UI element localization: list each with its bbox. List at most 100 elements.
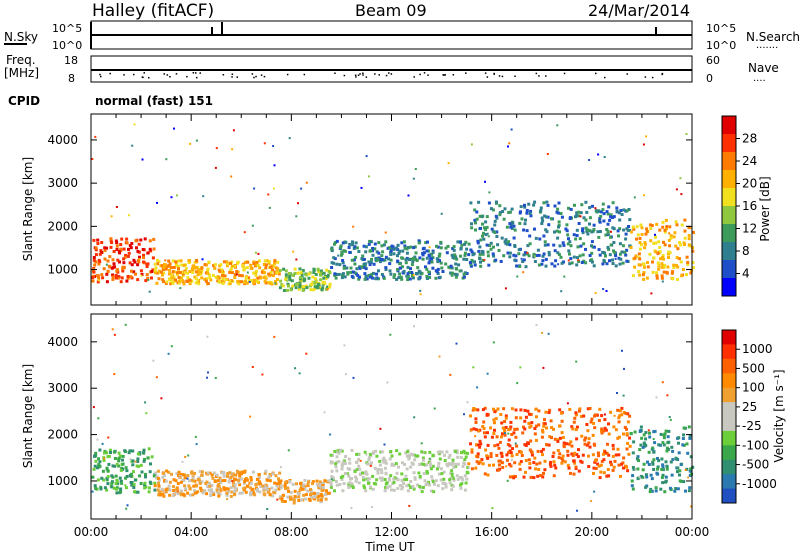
power-echo-cell: [187, 259, 191, 263]
velocity-echo-cell: [261, 373, 264, 376]
power-echo-cell: [569, 257, 573, 261]
velocity-echo-cell: [248, 486, 252, 490]
velocity-echo-cell: [639, 474, 643, 478]
velocity-echo-cell: [318, 480, 322, 484]
power-echo-cell: [333, 257, 337, 261]
velocity-echo-cell: [587, 441, 591, 445]
power-echo-cell: [558, 230, 561, 234]
velocity-echo-cell: [157, 478, 161, 482]
power-echo-cell: [669, 234, 673, 238]
power-echo-cell: [479, 238, 483, 242]
velocity-echo-cell: [232, 477, 236, 481]
power-echo-cell: [484, 228, 488, 232]
velocity-echo-cell: [665, 467, 669, 471]
velocity-echo-cell: [143, 483, 147, 487]
power-echo-cell: [642, 277, 646, 281]
velocity-echo-cell: [514, 408, 518, 412]
velocity-echo-cell: [682, 426, 686, 430]
velocity-echo-cell: [514, 435, 518, 439]
power-echo-cell: [526, 251, 529, 254]
power-echo-cell: [553, 249, 557, 253]
velocity-echo-cell: [647, 450, 651, 454]
power-echo-cell: [213, 263, 217, 267]
velocity-echo-cell: [530, 450, 533, 454]
velocity-echo-cell: [281, 493, 285, 497]
velocity-echo-cell: [311, 482, 314, 486]
velocity-echo-cell: [679, 463, 683, 467]
power-echo-cell: [660, 276, 664, 280]
velocity-echo-cell: [332, 478, 335, 482]
velocity-echo-cell: [93, 464, 97, 468]
power-echo-cell: [133, 123, 136, 126]
velocity-echo-cell: [626, 412, 630, 416]
power-echo-cell: [109, 237, 113, 241]
velocity-echo-cell: [530, 453, 534, 457]
power-echo-cell: [416, 266, 420, 270]
power-echo-cell: [520, 257, 523, 260]
velocity-echo-cell: [233, 483, 237, 487]
power-echo-cell: [109, 245, 113, 249]
power-echo-cell: [501, 210, 505, 213]
power-echo-cell: [205, 277, 209, 281]
velocity-echo-cell: [283, 483, 287, 487]
velocity-echo-cell: [451, 476, 455, 480]
power-echo-cell: [142, 253, 145, 257]
power-echo-cell: [592, 245, 596, 249]
velocity-echo-cell: [182, 479, 186, 483]
velocity-echo-cell: [523, 443, 527, 447]
power-echo-cell: [557, 263, 560, 266]
velocity-echo-cell: [494, 417, 498, 421]
velocity-echo-cell: [588, 407, 592, 410]
velocity-echo-cell: [499, 459, 502, 463]
velocity-echo-cell: [560, 461, 564, 465]
power-echo-cell: [651, 260, 654, 264]
velocity-echo-cell: [600, 429, 603, 433]
velocity-echo-cell: [217, 494, 221, 498]
power-echo-cell: [476, 239, 480, 243]
velocity-echo-cell: [142, 450, 146, 454]
power-echo-cell: [155, 281, 159, 285]
power-echo-cell: [382, 258, 386, 262]
velocity-echo-cell: [378, 463, 382, 467]
velocity-echo-cell: [418, 485, 422, 488]
velocity-echo-cell: [687, 476, 690, 479]
power-echo-cell: [622, 228, 626, 232]
velocity-echo-cell: [226, 487, 230, 491]
velocity-echo-cell: [466, 466, 470, 470]
velocity-echo-cell: [548, 408, 552, 412]
power-echo-cell: [221, 273, 224, 277]
power-echo-cell: [410, 274, 414, 278]
power-colorbar-swatch: [722, 278, 736, 297]
power-echo-cell: [125, 241, 129, 245]
power-echo-cell: [546, 203, 550, 207]
power-echo-cell: [313, 285, 317, 289]
power-echo-cell: [115, 244, 119, 248]
velocity-echo-cell: [124, 486, 128, 490]
velocity-echo-cell: [359, 459, 362, 462]
noise-panel: N.Sky 10^5 10^0 10^5 10^0 N.Search ·····…: [4, 20, 800, 54]
velocity-echo-cell: [420, 442, 423, 445]
velocity-echo-cell: [642, 441, 646, 445]
power-echo-cell: [617, 256, 621, 260]
power-echo-cell: [264, 263, 268, 267]
power-echo-cell: [599, 210, 603, 214]
power-echo-cell: [523, 251, 527, 255]
power-echo-cell: [523, 203, 526, 207]
velocity-echo-cell: [669, 418, 672, 421]
power-echo-cell: [580, 203, 584, 207]
power-echo-cell: [428, 272, 431, 276]
velocity-echo-cell: [581, 453, 585, 457]
velocity-echo-cell: [366, 478, 370, 482]
velocity-echo-cell: [433, 482, 436, 486]
freq-left-tick-top: 18: [64, 54, 78, 67]
velocity-echo-cell: [271, 494, 275, 498]
velocity-echo-cell: [238, 491, 242, 495]
power-echo-cell: [418, 256, 422, 260]
power-echo-cell: [663, 243, 667, 247]
power-echo-cell: [615, 206, 619, 210]
power-echo-cell: [425, 249, 429, 253]
velocity-echo-cell: [143, 481, 147, 485]
power-echo-cell: [402, 269, 406, 273]
